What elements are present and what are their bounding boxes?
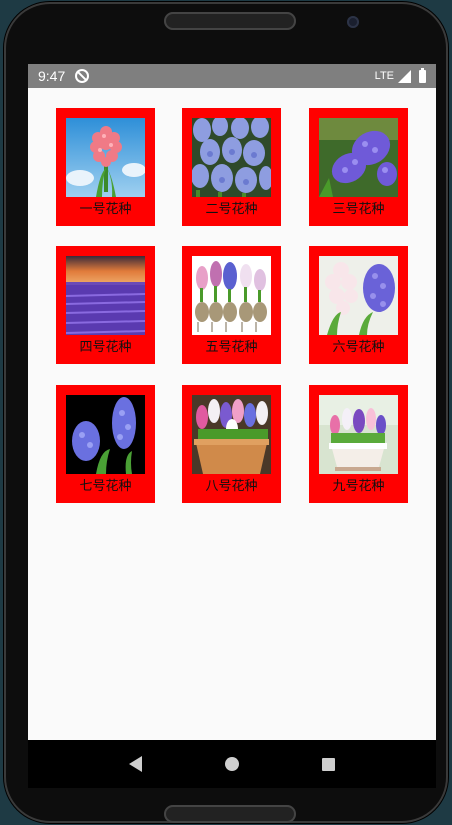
screen: 9:47 LTE [28, 64, 436, 788]
blue-hyacinth-dark-image [66, 395, 145, 474]
home-icon[interactable] [224, 757, 239, 771]
navigation-bar [28, 740, 436, 788]
flower-label: 五号花种 [205, 340, 258, 355]
front-camera [347, 16, 359, 28]
status-icons: LTE [374, 67, 426, 83]
flower-label: 四号花种 [79, 340, 132, 355]
flower-card-6[interactable]: 六号花种 [309, 246, 408, 364]
flower-label: 六号花种 [332, 340, 385, 355]
network-type: LTE [374, 70, 394, 82]
flower-card-5[interactable]: 五号花种 [182, 246, 281, 364]
status-time: 9:47 [38, 68, 66, 84]
flower-label: 八号花种 [205, 479, 258, 494]
flower-card-8[interactable]: 八号花种 [182, 385, 281, 503]
flower-label: 二号花种 [205, 202, 258, 217]
battery-icon [419, 67, 426, 83]
blue-hyacinth-field-image [192, 118, 271, 197]
flower-card-9[interactable]: 九号花种 [309, 385, 408, 503]
signal-icon [398, 69, 411, 83]
flower-grid: 一号花种 二号花种 [28, 88, 436, 740]
flower-card-2[interactable]: 二号花种 [182, 108, 281, 226]
flower-label: 三号花种 [332, 202, 385, 217]
bottom-speaker [164, 805, 296, 823]
flower-card-4[interactable]: 四号花种 [56, 246, 155, 364]
sync-icon [75, 69, 90, 83]
status-bar: 9:47 LTE [28, 64, 436, 88]
flower-card-7[interactable]: 七号花种 [56, 385, 155, 503]
top-speaker [164, 12, 296, 30]
purple-hyacinth-image [319, 118, 398, 197]
flower-card-3[interactable]: 三号花种 [309, 108, 408, 226]
pink-hyacinth-image [66, 118, 145, 197]
white-and-purple-hyacinth-image [319, 256, 398, 335]
hyacinth-pot-image [192, 395, 271, 474]
hyacinth-bulbs-image [192, 256, 271, 335]
hyacinth-white-pot-image [319, 395, 398, 474]
flower-label: 一号花种 [79, 202, 132, 217]
flower-label: 七号花种 [79, 479, 132, 494]
flower-label: 九号花种 [332, 479, 385, 494]
phone-frame: 9:47 LTE [4, 2, 448, 823]
lavender-field-sunset-image [66, 256, 145, 335]
flower-card-1[interactable]: 一号花种 [56, 108, 155, 226]
back-icon[interactable] [129, 756, 143, 772]
recent-apps-icon[interactable] [321, 757, 335, 771]
